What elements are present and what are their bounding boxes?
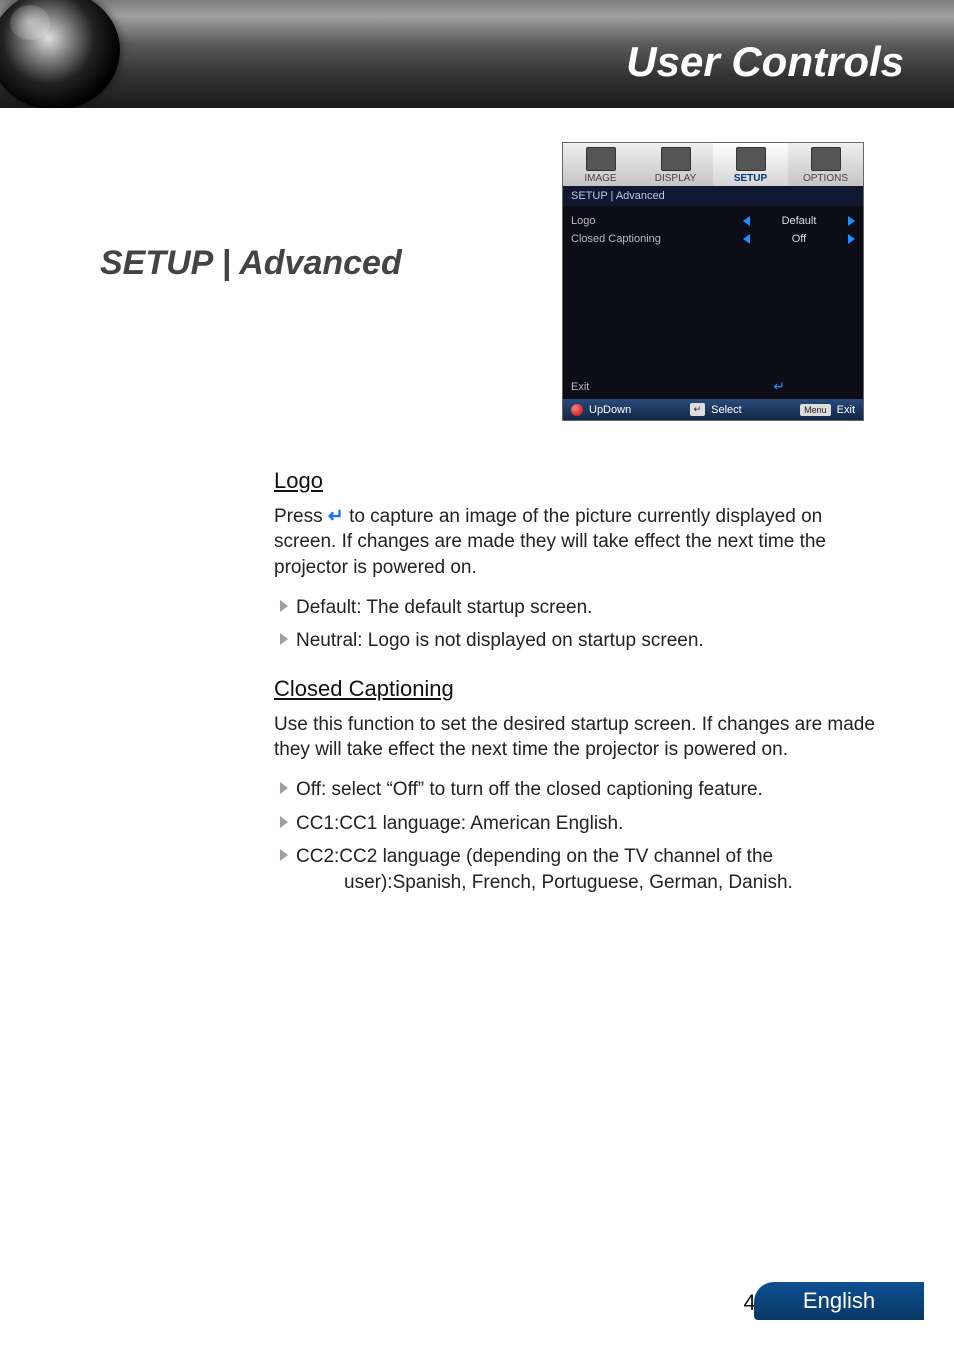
osd-tab-label: SETUP xyxy=(734,173,767,184)
osd-footer-exit: Exit xyxy=(837,404,855,416)
bullet-text: CC1:CC1 language: American English. xyxy=(296,811,623,837)
list-item: Default: The default startup screen. xyxy=(280,595,880,621)
red-dot-icon xyxy=(571,404,583,416)
osd-row-closed-captioning[interactable]: Closed Captioning Off xyxy=(569,230,857,248)
bullet-icon xyxy=(280,600,288,612)
page-footer: 47 English xyxy=(0,1280,954,1320)
osd-body: Logo Default Closed Captioning Off xyxy=(563,206,863,372)
enter-key-icon: ↵ xyxy=(690,403,706,416)
osd-row-label: Closed Captioning xyxy=(571,233,743,245)
display-icon xyxy=(661,147,691,171)
osd-footer: UpDown ↵ Select Menu Exit xyxy=(563,399,863,420)
options-icon xyxy=(811,147,841,171)
bullet-icon xyxy=(280,816,288,828)
osd-footer-updown: UpDown xyxy=(589,404,631,416)
osd-footer-select: Select xyxy=(711,404,742,416)
section-heading: SETUP | Advanced xyxy=(100,244,402,283)
osd-row-value: Default xyxy=(754,215,844,227)
header-band: User Controls xyxy=(0,0,954,108)
osd-row-value: Off xyxy=(754,233,844,245)
osd-menu: IMAGE DISPLAY SETUP OPTIONS SETUP | Adva… xyxy=(562,142,864,421)
osd-row-label: Logo xyxy=(571,215,743,227)
osd-tab-display[interactable]: DISPLAY xyxy=(638,143,713,186)
arrow-left-icon[interactable] xyxy=(743,234,750,244)
osd-tab-image[interactable]: IMAGE xyxy=(563,143,638,186)
bullet-icon xyxy=(280,633,288,645)
list-item: Off: select “Off” to turn off the closed… xyxy=(280,777,880,803)
bullet-text: Off: select “Off” to turn off the closed… xyxy=(296,777,763,803)
menu-key-icon: Menu xyxy=(800,404,831,416)
camera-lens-graphic xyxy=(0,0,120,108)
enter-inline-icon: ↵ xyxy=(328,506,344,527)
arrow-right-icon[interactable] xyxy=(848,216,855,226)
list-item: CC1:CC1 language: American English. xyxy=(280,811,880,837)
image-icon xyxy=(586,147,616,171)
cc2-line2: user):Spanish, French, Portuguese, Germa… xyxy=(344,870,793,896)
bullet-text: Neutral: Logo is not displayed on startu… xyxy=(296,628,704,654)
logo-para-pre: Press xyxy=(274,506,328,527)
osd-tab-label: IMAGE xyxy=(584,173,616,184)
bullet-text: CC2:CC2 language (depending on the TV ch… xyxy=(296,844,793,895)
list-item: Neutral: Logo is not displayed on startu… xyxy=(280,628,880,654)
osd-row-logo[interactable]: Logo Default xyxy=(569,212,857,230)
osd-tab-options[interactable]: OPTIONS xyxy=(788,143,863,186)
enter-icon: ↵ xyxy=(773,378,785,395)
footer-language-bar: English xyxy=(754,1282,924,1320)
arrow-right-icon[interactable] xyxy=(848,234,855,244)
cc2-line1: CC2:CC2 language (depending on the TV ch… xyxy=(296,846,773,867)
bullet-icon xyxy=(280,849,288,861)
cc-paragraph: Use this function to set the desired sta… xyxy=(274,712,880,763)
subhead-closed-captioning: Closed Captioning xyxy=(274,674,880,704)
logo-paragraph: Press ↵ to capture an image of the pictu… xyxy=(274,504,880,581)
arrow-left-icon[interactable] xyxy=(743,216,750,226)
osd-tab-setup[interactable]: SETUP xyxy=(713,143,788,186)
setup-icon xyxy=(736,147,766,171)
bullet-text: Default: The default startup screen. xyxy=(296,595,592,621)
osd-exit-label: Exit xyxy=(571,381,589,393)
bullet-icon xyxy=(280,782,288,794)
osd-exit-row[interactable]: Exit ↵ xyxy=(563,372,863,399)
list-item: CC2:CC2 language (depending on the TV ch… xyxy=(280,844,880,895)
osd-tab-label: DISPLAY xyxy=(655,173,697,184)
subhead-logo: Logo xyxy=(274,466,880,496)
page-title: User Controls xyxy=(626,38,904,86)
osd-tabs: IMAGE DISPLAY SETUP OPTIONS xyxy=(563,143,863,186)
osd-breadcrumb: SETUP | Advanced xyxy=(563,186,863,206)
content: Logo Press ↵ to capture an image of the … xyxy=(260,462,880,903)
osd-tab-label: OPTIONS xyxy=(803,173,848,184)
logo-para-post: to capture an image of the picture curre… xyxy=(274,506,826,578)
